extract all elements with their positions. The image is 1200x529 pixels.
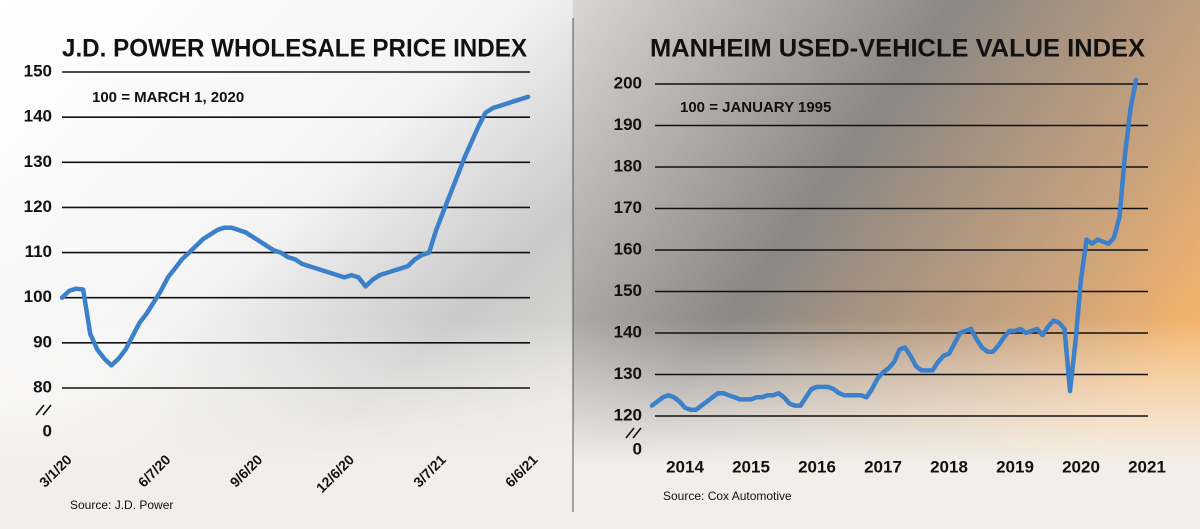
x-tick-label: 2014 <box>666 457 704 476</box>
x-tick-label: 2021 <box>1128 457 1166 476</box>
y-tick-label: 200 <box>614 73 642 92</box>
y-tick-label: 0 <box>633 439 642 458</box>
axis-break-mark <box>42 404 52 416</box>
y-tick-label: 140 <box>614 322 642 341</box>
data-line <box>649 77 1139 413</box>
y-tick-label: 150 <box>24 61 52 80</box>
y-tick-label: 160 <box>614 239 642 258</box>
y-tick-label: 130 <box>24 152 52 171</box>
y-tick-label: 180 <box>614 156 642 175</box>
axis-break-mark <box>625 427 635 439</box>
x-tick-label: 2016 <box>798 457 836 476</box>
source-note: Source: Cox Automotive <box>663 489 792 503</box>
source-note: Source: J.D. Power <box>70 498 173 512</box>
y-tick-label: 0 <box>43 421 52 440</box>
x-tick-label: 2019 <box>996 457 1034 476</box>
y-tick-label: 130 <box>614 364 642 383</box>
y-tick-label: 120 <box>24 197 52 216</box>
y-tick-label: 90 <box>33 332 52 351</box>
chart-title: J.D. POWER WHOLESALE PRICE INDEX <box>62 35 527 63</box>
data-line <box>59 94 531 368</box>
chart-subtitle: 100 = JANUARY 1995 <box>680 99 831 116</box>
y-tick-label: 100 <box>24 287 52 306</box>
y-tick-label: 150 <box>614 281 642 300</box>
y-tick-label: 110 <box>25 242 52 261</box>
x-tick-label: 2017 <box>864 457 902 476</box>
x-tick-label: 2020 <box>1062 457 1100 476</box>
chart-subtitle: 100 = MARCH 1, 2020 <box>92 89 244 106</box>
y-tick-label: 80 <box>33 377 52 396</box>
y-tick-label: 140 <box>24 107 52 126</box>
y-tick-label: 170 <box>614 198 642 217</box>
x-tick-label: 2018 <box>930 457 968 476</box>
y-tick-label: 190 <box>614 115 642 134</box>
x-tick-label: 2015 <box>732 457 770 476</box>
axis-break-mark <box>35 404 45 416</box>
chart-title: MANHEIM USED-VEHICLE VALUE INDEX <box>650 35 1145 63</box>
y-tick-label: 120 <box>614 405 642 424</box>
axis-break-mark <box>632 427 642 439</box>
